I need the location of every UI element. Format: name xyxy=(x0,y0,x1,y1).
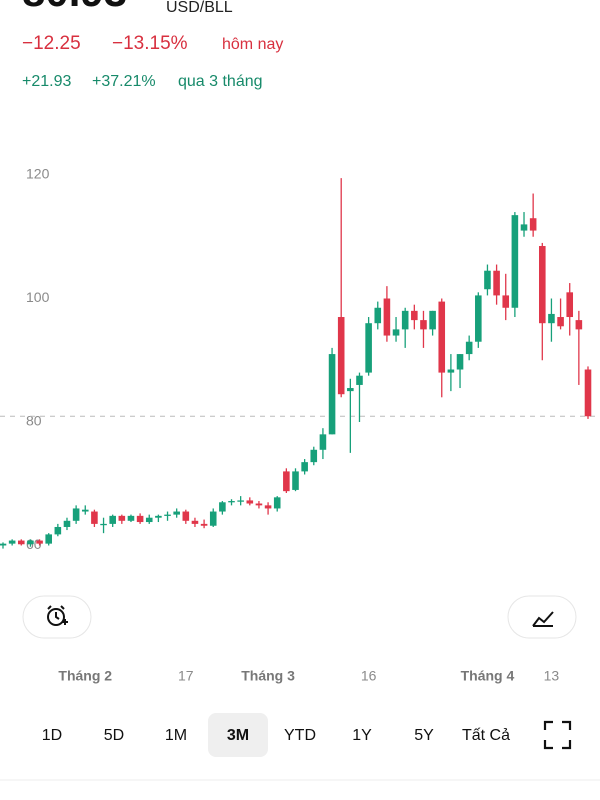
candle-body xyxy=(255,503,263,506)
candle-body xyxy=(465,341,473,355)
candle-body xyxy=(264,505,272,509)
candle-body xyxy=(173,511,180,515)
candle-body xyxy=(8,540,16,544)
y-tick-label: 120 xyxy=(26,166,50,182)
candle-body xyxy=(456,354,464,370)
x-tick-label: 16 xyxy=(361,668,377,684)
candle-body xyxy=(337,317,345,395)
change-today: −12.25 xyxy=(22,33,81,54)
currency: USD/BLL xyxy=(166,0,233,16)
candle-body xyxy=(209,511,217,526)
candle-body xyxy=(429,310,436,330)
candle-body xyxy=(54,526,62,535)
range-button[interactable]: 1D xyxy=(42,727,62,744)
candle-body xyxy=(520,224,528,231)
candle-body xyxy=(155,515,162,518)
candle-body xyxy=(237,500,244,502)
candle-body xyxy=(27,540,34,545)
range-button[interactable]: 3M xyxy=(227,727,249,744)
candle-body xyxy=(392,329,400,336)
alert-button[interactable] xyxy=(22,595,92,639)
change-period-pct: +37.21% xyxy=(92,73,156,90)
candle-body xyxy=(511,215,519,308)
candle-body xyxy=(63,520,71,527)
y-tick-label: 100 xyxy=(26,289,50,305)
candle-body xyxy=(356,375,363,385)
candle-body xyxy=(557,317,564,327)
range-button[interactable]: 5D xyxy=(104,727,124,744)
range-button[interactable]: 1M xyxy=(165,727,187,744)
candle-body xyxy=(319,434,327,450)
candle-body xyxy=(529,218,537,231)
candle-body xyxy=(447,369,455,373)
candle-body xyxy=(539,246,546,324)
candle-body xyxy=(100,523,107,526)
candle-body xyxy=(182,511,190,521)
candle-body xyxy=(200,523,208,526)
chart-type-button[interactable] xyxy=(507,595,577,639)
x-tick-label: Tháng 2 xyxy=(58,668,112,684)
change-today-pct: −13.15% xyxy=(112,33,188,54)
candle-body xyxy=(401,310,409,330)
candle-body xyxy=(548,313,555,324)
candle-body xyxy=(191,520,199,524)
candle-body xyxy=(365,323,372,373)
candle-body xyxy=(310,449,318,463)
candle-body xyxy=(91,511,98,524)
x-tick-label: 17 xyxy=(178,668,194,684)
candle-body xyxy=(273,497,281,509)
x-tick-label: Tháng 3 xyxy=(241,668,295,684)
candle-body xyxy=(109,515,116,524)
candle-body xyxy=(219,502,226,512)
period-label: qua 3 tháng xyxy=(178,73,263,90)
candle-body xyxy=(347,388,354,392)
candle-body xyxy=(420,320,427,330)
candle-body xyxy=(328,354,336,435)
candle-body xyxy=(411,310,418,321)
candle-body xyxy=(228,501,235,503)
candle-body xyxy=(127,515,135,521)
candle-body xyxy=(493,270,500,296)
range-button[interactable]: 1Y xyxy=(352,727,372,744)
candle-body xyxy=(36,540,43,544)
candle-body xyxy=(145,517,153,523)
candle-body xyxy=(81,509,89,512)
candle-body xyxy=(17,540,25,545)
candle-body xyxy=(246,500,254,504)
candle-body xyxy=(475,295,482,342)
candle-body xyxy=(301,462,308,472)
candle-body xyxy=(292,471,299,490)
x-tick-label: 13 xyxy=(544,668,560,684)
candle-body xyxy=(575,320,583,330)
candle-body xyxy=(584,369,592,417)
candle-body xyxy=(164,514,171,516)
range-selected xyxy=(208,713,268,757)
y-tick-label: 80 xyxy=(26,413,42,429)
candle-body xyxy=(0,543,7,546)
range-button[interactable]: YTD xyxy=(284,727,316,744)
candle-body xyxy=(438,301,446,373)
today-label: hôm nay xyxy=(222,36,283,53)
candle-body xyxy=(45,534,52,544)
range-button[interactable]: Tất Cả xyxy=(462,727,510,744)
candle-body xyxy=(502,295,510,308)
candle-body xyxy=(383,298,391,336)
fullscreen-button[interactable] xyxy=(543,720,572,750)
change-period: +21.93 xyxy=(22,73,71,90)
candle-body xyxy=(136,515,144,523)
x-tick-label: Tháng 4 xyxy=(461,668,515,684)
candle-body xyxy=(484,270,491,290)
candle-body xyxy=(283,471,290,492)
candle-body xyxy=(118,515,126,521)
range-button[interactable]: 5Y xyxy=(414,727,434,744)
candle-body xyxy=(72,508,80,521)
range-bar: 1D 5D 1M 3M YTD 1Y 5Y Tất Cả xyxy=(42,713,510,757)
candle-body xyxy=(566,292,574,318)
candle-body xyxy=(374,307,382,324)
price: 80.93 xyxy=(22,0,127,15)
